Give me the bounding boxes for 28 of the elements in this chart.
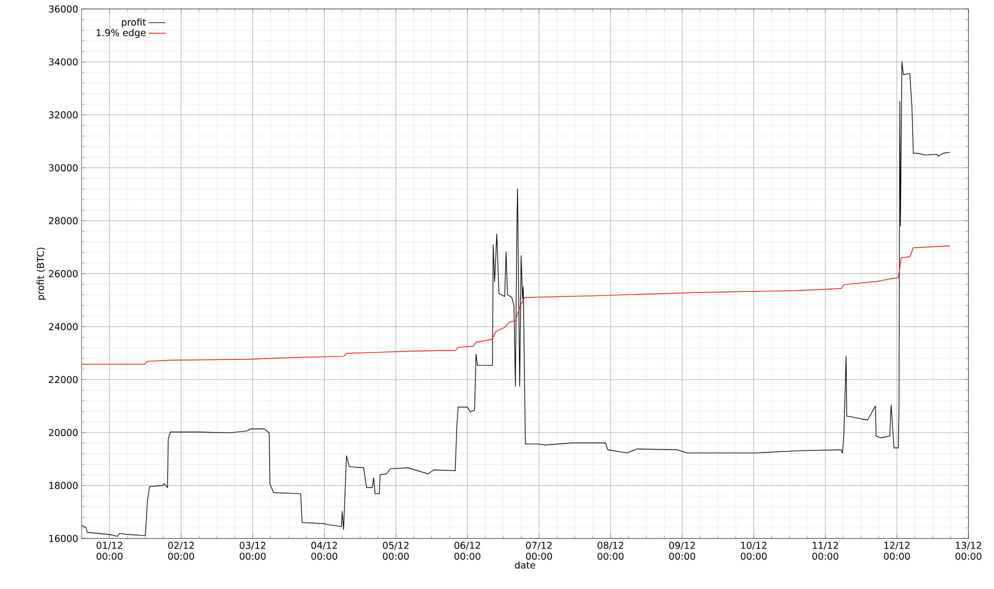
- y-tick-label: 32000: [49, 111, 78, 118]
- y-tick-label: 30000: [49, 164, 78, 172]
- x-tick-label: 10/12 00:00: [740, 542, 767, 560]
- y-tick-label: 34000: [49, 58, 78, 66]
- y-tick-label: 22000: [49, 376, 78, 384]
- y-tick-label: 16000: [49, 534, 78, 542]
- x-tick-label: 12/12 00:00: [884, 542, 910, 560]
- legend-label: profit: [122, 18, 146, 28]
- y-tick-label: 24000: [49, 322, 78, 330]
- x-tick-label: 11/12 00:00: [812, 542, 838, 560]
- y-tick-label: 20000: [49, 428, 78, 436]
- y-tick-label: 18000: [49, 482, 78, 489]
- x-tick-label: 01/12 00:00: [96, 542, 122, 560]
- x-tick-label: 03/12 00:00: [240, 542, 266, 560]
- x-axis-title: date: [514, 561, 536, 569]
- legend-label: 1.9% edge: [96, 28, 146, 38]
- y-tick-label: 28000: [49, 217, 78, 224]
- x-tick-label: 13/12 00:00: [956, 542, 982, 560]
- y-axis-title: profit (BTC): [36, 248, 46, 300]
- x-tick-label: 06/12 00:00: [454, 542, 480, 560]
- x-tick-label: 09/12 00:00: [669, 542, 696, 560]
- y-tick-label: 36000: [49, 5, 78, 12]
- x-tick-label: 02/12 00:00: [168, 542, 194, 560]
- x-tick-label: 07/12 00:00: [526, 542, 552, 560]
- x-tick-label: 05/12 00:00: [382, 542, 409, 560]
- x-tick-label: 04/12 00:00: [311, 542, 338, 560]
- y-tick-label: 26000: [49, 270, 78, 278]
- x-tick-label: 08/12 00:00: [598, 542, 624, 560]
